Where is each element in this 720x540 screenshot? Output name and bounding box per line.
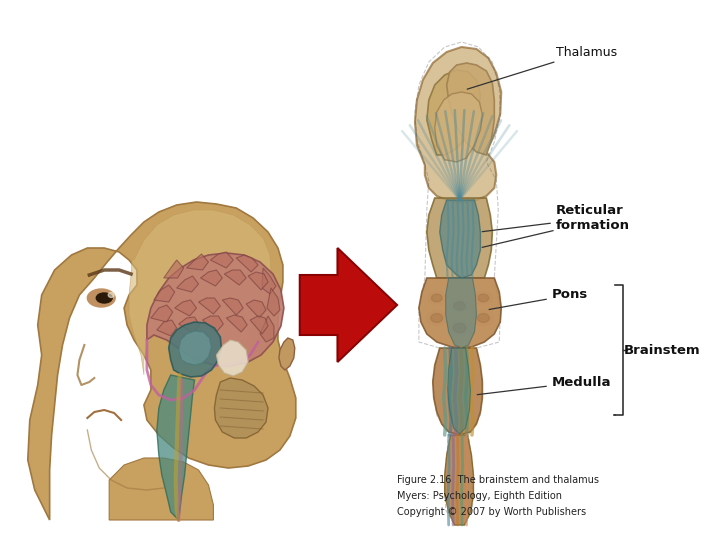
Polygon shape xyxy=(446,63,495,155)
Ellipse shape xyxy=(431,314,443,322)
Polygon shape xyxy=(179,317,199,333)
Ellipse shape xyxy=(96,293,112,303)
Text: Figure 2.16  The brainstem and thalamus: Figure 2.16 The brainstem and thalamus xyxy=(397,475,599,485)
Polygon shape xyxy=(217,340,248,376)
Polygon shape xyxy=(446,278,477,348)
Ellipse shape xyxy=(431,294,442,302)
Polygon shape xyxy=(175,300,197,316)
Polygon shape xyxy=(236,255,258,272)
Polygon shape xyxy=(246,300,266,318)
Ellipse shape xyxy=(474,310,493,326)
Polygon shape xyxy=(248,272,268,290)
Polygon shape xyxy=(279,338,294,370)
Polygon shape xyxy=(210,252,233,268)
Ellipse shape xyxy=(478,294,489,302)
Polygon shape xyxy=(179,331,212,365)
Text: Myers: Psychology, Eighth Edition: Myers: Psychology, Eighth Edition xyxy=(397,491,562,501)
Ellipse shape xyxy=(108,293,114,298)
Polygon shape xyxy=(202,316,223,332)
Polygon shape xyxy=(157,320,176,336)
Polygon shape xyxy=(186,254,209,270)
Text: Reticular
formation: Reticular formation xyxy=(482,204,630,232)
Text: Pons: Pons xyxy=(489,288,588,309)
Text: Copyright © 2007 by Worth Publishers: Copyright © 2007 by Worth Publishers xyxy=(397,507,586,517)
Polygon shape xyxy=(435,92,482,162)
Text: Thalamus: Thalamus xyxy=(467,45,617,89)
Polygon shape xyxy=(147,253,284,366)
Polygon shape xyxy=(157,375,194,520)
Polygon shape xyxy=(433,348,482,435)
Ellipse shape xyxy=(474,292,492,305)
Ellipse shape xyxy=(428,292,446,305)
Polygon shape xyxy=(222,298,243,315)
Polygon shape xyxy=(176,276,199,292)
Polygon shape xyxy=(262,268,276,294)
Polygon shape xyxy=(151,305,173,322)
Polygon shape xyxy=(129,210,271,375)
Polygon shape xyxy=(448,348,470,434)
Polygon shape xyxy=(419,278,501,348)
Ellipse shape xyxy=(427,310,446,326)
Text: Brainstem: Brainstem xyxy=(624,343,700,356)
Polygon shape xyxy=(415,47,501,202)
Ellipse shape xyxy=(450,299,469,313)
Polygon shape xyxy=(154,285,175,302)
Polygon shape xyxy=(199,298,220,314)
Polygon shape xyxy=(250,316,268,334)
Polygon shape xyxy=(225,270,246,285)
Ellipse shape xyxy=(453,323,466,333)
Polygon shape xyxy=(260,316,274,342)
Polygon shape xyxy=(300,248,397,362)
Polygon shape xyxy=(215,378,268,438)
Polygon shape xyxy=(200,270,222,286)
Polygon shape xyxy=(267,288,280,316)
Polygon shape xyxy=(427,198,492,278)
Ellipse shape xyxy=(449,320,470,336)
Polygon shape xyxy=(427,70,480,155)
Ellipse shape xyxy=(87,289,115,307)
Polygon shape xyxy=(168,322,221,377)
Polygon shape xyxy=(28,202,296,520)
Polygon shape xyxy=(226,315,247,332)
Polygon shape xyxy=(163,260,184,278)
Text: Medulla: Medulla xyxy=(477,375,611,395)
Ellipse shape xyxy=(454,302,466,310)
Polygon shape xyxy=(301,250,395,360)
Polygon shape xyxy=(440,200,480,278)
Polygon shape xyxy=(445,435,474,525)
Polygon shape xyxy=(109,458,213,520)
Ellipse shape xyxy=(477,314,490,322)
